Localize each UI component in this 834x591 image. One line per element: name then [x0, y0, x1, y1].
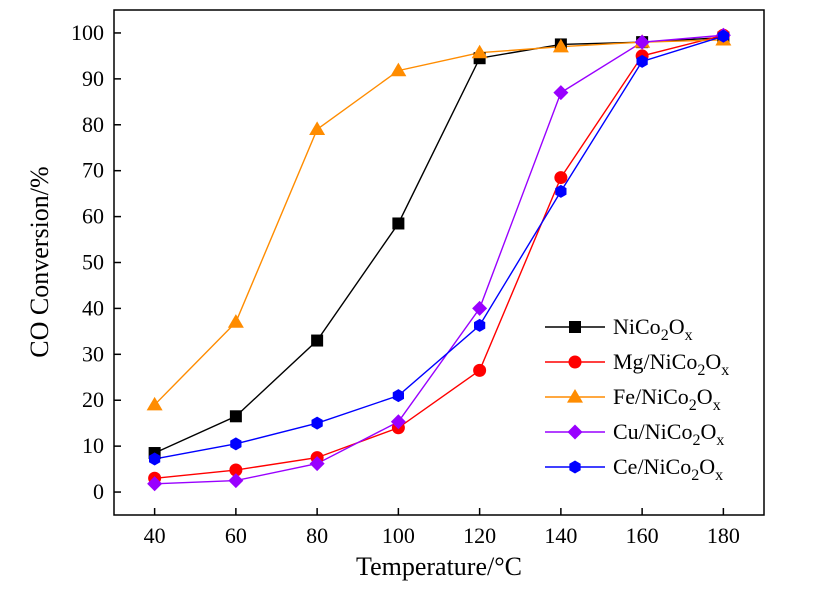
data-point-ce-nico2ox	[392, 389, 404, 403]
y-tick-label: 10	[82, 433, 104, 458]
y-tick-label: 0	[93, 479, 104, 504]
legend-marker-mg-nico2ox	[568, 355, 582, 369]
data-point-fe-nico2ox	[227, 314, 244, 328]
y-tick-label: 100	[71, 20, 104, 45]
legend-label-mg-nico2ox: Mg/NiCo2Ox	[613, 349, 729, 379]
y-tick-label: 70	[82, 158, 104, 183]
data-point-fe-nico2ox	[471, 44, 488, 59]
y-tick-label: 60	[82, 204, 104, 229]
x-tick-label: 80	[306, 523, 328, 548]
y-tick-label: 20	[82, 387, 104, 412]
y-tick-label: 80	[82, 112, 104, 137]
data-point-ce-nico2ox	[149, 452, 161, 466]
legend-label-fe-nico2ox: Fe/NiCo2Ox	[613, 384, 721, 414]
series-line-ce-nico2ox	[154, 35, 724, 460]
series-line-fe-nico2ox	[154, 39, 724, 406]
data-point-ce-nico2ox	[311, 416, 323, 430]
data-point-cu-nico2ox	[147, 476, 163, 492]
y-axis-title: CO Conversion/%	[25, 166, 54, 357]
data-point-fe-nico2ox	[552, 38, 569, 53]
legend-marker-ce-nico2ox	[569, 460, 581, 474]
data-point-ce-nico2ox	[230, 437, 242, 451]
legend-marker-cu-nico2ox	[567, 424, 583, 440]
x-axis-title: Temperature/°C	[356, 552, 522, 581]
legend-label-nico2ox: NiCo2Ox	[613, 314, 693, 344]
x-tick-label: 100	[382, 523, 415, 548]
data-point-ce-nico2ox	[474, 318, 486, 332]
legend-label-cu-nico2ox: Cu/NiCo2Ox	[613, 419, 724, 449]
data-point-ce-nico2ox	[636, 54, 648, 68]
data-point-ce-nico2ox	[555, 184, 567, 198]
y-tick-label: 90	[82, 66, 104, 91]
y-tick-label: 40	[82, 295, 104, 320]
data-point-fe-nico2ox	[146, 396, 163, 411]
data-point-cu-nico2ox	[390, 414, 406, 430]
data-point-cu-nico2ox	[634, 34, 650, 50]
legend-marker-nico2ox	[569, 321, 581, 333]
legend: NiCo2Ox Mg/NiCo2Ox Fe/NiCo2Ox Cu/NiCo2Ox Ce/…	[545, 314, 729, 484]
data-point-nico2ox	[229, 410, 242, 423]
x-tick-label: 160	[626, 523, 659, 548]
data-point-cu-nico2ox	[472, 300, 488, 316]
x-tick-label: 180	[707, 523, 740, 548]
data-point-mg-nico2ox	[473, 363, 487, 377]
y-tick-label: 30	[82, 341, 104, 366]
data-point-ce-nico2ox	[717, 29, 729, 43]
legend-label-ce-nico2ox: Ce/NiCo2Ox	[613, 454, 723, 484]
x-tick-label: 40	[144, 523, 166, 548]
data-point-mg-nico2ox	[229, 463, 243, 477]
series-line-mg-nico2ox	[154, 34, 724, 479]
data-point-cu-nico2ox	[309, 456, 325, 472]
data-point-mg-nico2ox	[554, 171, 568, 185]
series-line-cu-nico2ox	[154, 34, 724, 485]
data-point-fe-nico2ox	[309, 121, 326, 135]
x-tick-label: 60	[225, 523, 247, 548]
data-point-cu-nico2ox	[553, 85, 569, 101]
legend-marker-fe-nico2ox	[567, 389, 583, 403]
data-point-nico2ox	[392, 217, 405, 230]
series-lines	[154, 34, 724, 485]
axis-ticks: 40 60 80 100 120 140 160 180 0 10 20 30 40 50 60 70 80 90…	[71, 20, 740, 548]
series-markers	[146, 27, 732, 492]
data-point-cu-nico2ox	[228, 473, 244, 489]
data-point-fe-nico2ox	[390, 62, 407, 77]
data-point-nico2ox	[311, 334, 324, 347]
y-tick-label: 50	[82, 250, 104, 275]
x-tick-label: 120	[463, 523, 496, 548]
x-tick-label: 140	[544, 523, 577, 548]
